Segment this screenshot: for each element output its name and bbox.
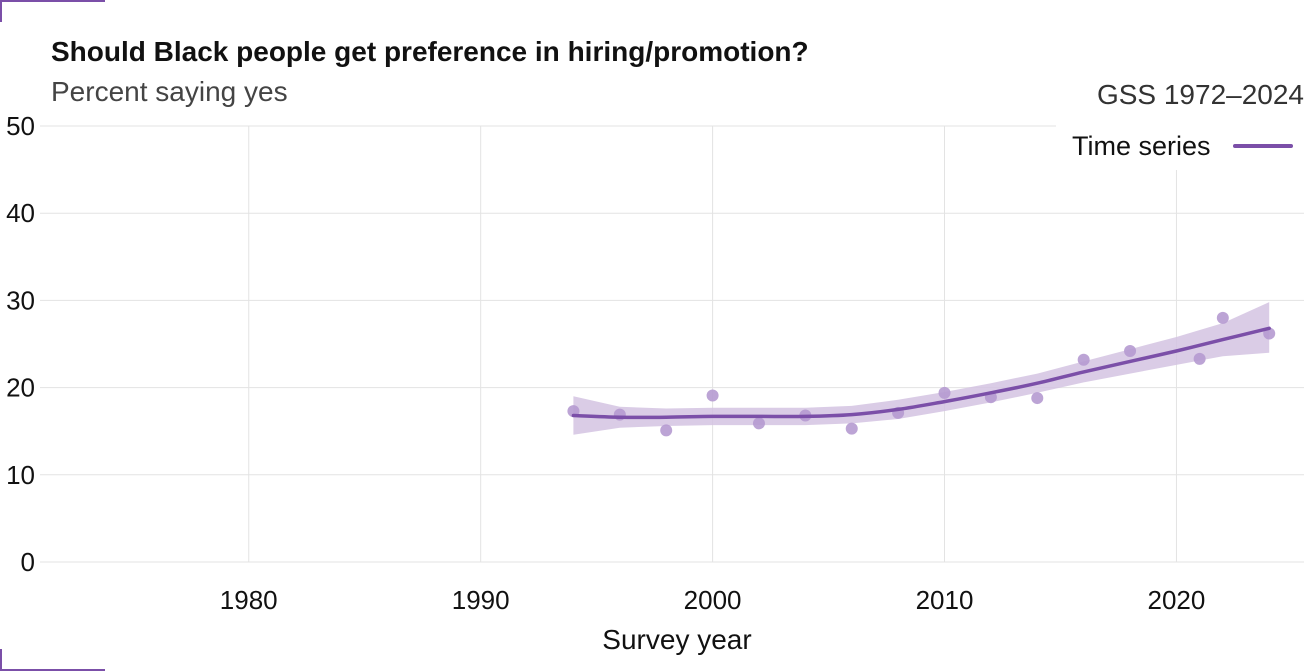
x-tick-label: 1990 xyxy=(452,585,510,615)
corner-mark-top-side xyxy=(0,0,2,22)
x-tick-label: 2020 xyxy=(1148,585,1206,615)
legend-line-swatch xyxy=(1232,144,1293,148)
tick-labels-layer: 0 10 20 30 40 50 1980 1990 2000 2010 2020 xyxy=(6,111,1205,615)
corner-mark-bottom xyxy=(0,669,105,671)
legend-label: Time series xyxy=(1072,130,1211,161)
legend: Time series xyxy=(1056,122,1304,170)
y-tick-label: 30 xyxy=(6,285,35,315)
y-tick-label: 20 xyxy=(6,373,35,403)
y-tick-label: 50 xyxy=(6,111,35,141)
corner-mark-top xyxy=(0,0,105,2)
x-axis-label: Survey year xyxy=(602,624,751,655)
data-point xyxy=(1077,353,1090,366)
grid-layer xyxy=(40,125,1304,563)
source-label: GSS 1972–2024 xyxy=(1096,79,1304,110)
y-tick-label: 10 xyxy=(6,460,35,490)
data-point xyxy=(660,424,673,437)
data-point xyxy=(1216,311,1229,324)
x-tick-label: 1980 xyxy=(220,585,278,615)
x-tick-label: 2010 xyxy=(916,585,974,615)
chart-title: Should Black people get preference in hi… xyxy=(51,36,809,67)
data-point xyxy=(845,422,858,435)
confidence-band xyxy=(573,302,1270,435)
chart-subtitle: Percent saying yes xyxy=(51,76,288,107)
trend-line xyxy=(571,326,1271,420)
data-point xyxy=(1031,392,1044,405)
data-point xyxy=(1124,344,1137,357)
y-tick-label: 0 xyxy=(21,547,35,577)
x-tick-label: 2000 xyxy=(684,585,742,615)
data-point xyxy=(1193,352,1206,365)
trend-line-layer xyxy=(571,326,1271,420)
corner-mark-bottom-side xyxy=(0,649,2,671)
data-point xyxy=(752,417,765,430)
data-point xyxy=(706,389,719,402)
confidence-band-layer xyxy=(573,302,1270,435)
y-tick-label: 40 xyxy=(6,198,35,228)
data-point xyxy=(938,386,951,399)
